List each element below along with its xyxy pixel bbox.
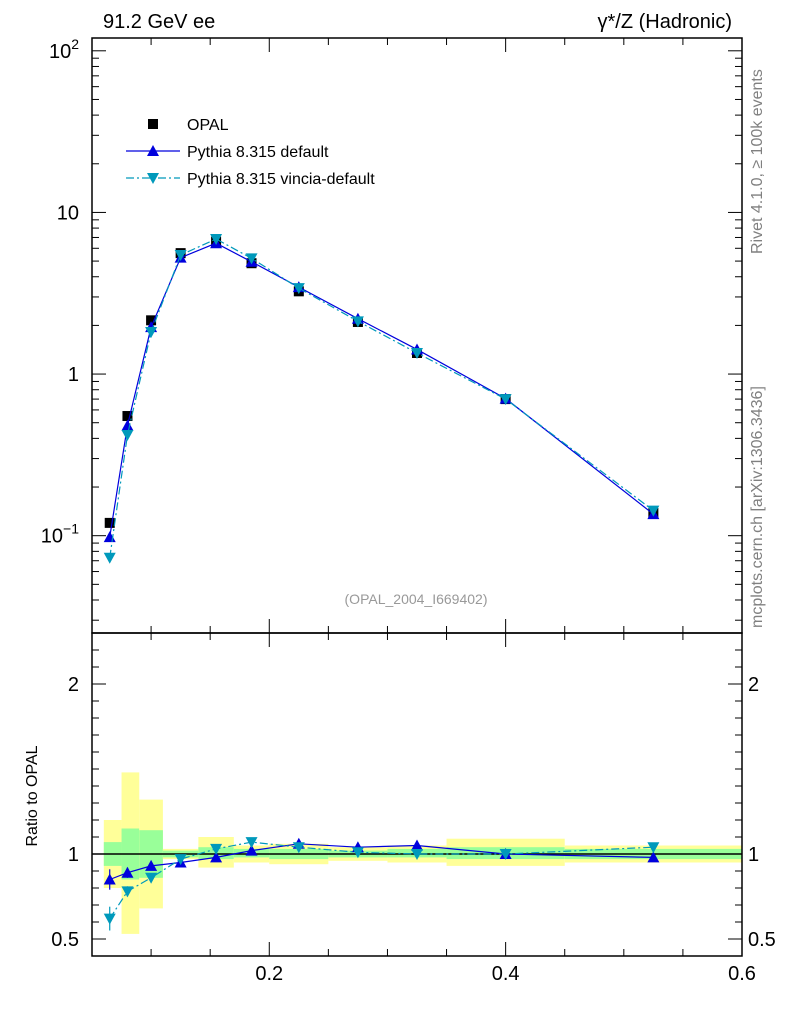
pythia-8-315-default-ratio-point (411, 839, 423, 851)
pythia-8-315-vincia-default-ratio-point (174, 854, 187, 866)
pythia-8-315-vincia-default-point (292, 283, 305, 295)
pythia-8-315-default-ratio-point (245, 844, 258, 856)
pythia-8-315-default-ratio-point (210, 851, 223, 863)
pythia-8-315-vincia-default-point (210, 233, 223, 245)
x-tick-label: 0.6 (728, 963, 756, 985)
legend-label: OPAL (187, 117, 229, 134)
main-y-tick-exponent: 2 (71, 36, 79, 52)
ratio-y-tick-label-right: 2 (748, 674, 759, 696)
main-y-tick-label: 10−1 (41, 521, 79, 548)
legend: OPAL Pythia 8.315 default Pythia 8.315 vin… (126, 117, 375, 188)
pythia-8-315-default-point (103, 531, 116, 543)
pythia-8-315-vincia-default-ratio-point (351, 847, 364, 859)
pythia-8-315-vincia-default-point (103, 552, 116, 564)
pythia-8-315-default-line (109, 242, 654, 538)
pythia-8-315-vincia-default-point (499, 394, 512, 406)
main-y-tick-base: 10 (49, 41, 71, 63)
x-tick-label: 0.2 (255, 963, 283, 985)
pythia-8-315-vincia-default-ratio-point (647, 842, 660, 854)
ratio-y-tick-label-right: 1 (748, 844, 759, 866)
legend-label: Pythia 8.315 vincia-default (187, 171, 375, 188)
pythia-8-315-default-ratio-point (647, 851, 660, 863)
pythia-8-315-vincia-default-ratio-point (121, 886, 134, 898)
main-y-tick-label: 102 (49, 36, 79, 63)
x-tick-label: 0.4 (492, 963, 520, 985)
ratio-plot-panel: 0.5 0.5 1 1 2 2 0.2 0.4 0.6 (51, 632, 776, 985)
pythia-8-315-vincia-default-point (411, 347, 423, 359)
main-y-tick-label: 10 (57, 202, 79, 224)
pythia-8-315-vincia-default-ratio-point (145, 872, 158, 884)
pythia-8-315-vincia-default-ratio-point (499, 849, 512, 860)
pythia-8-315-default-ratio-point (121, 866, 134, 878)
main-y-tick-base: 10 (41, 526, 63, 548)
ratio-y-axis-label: Ratio to OPAL (24, 745, 41, 846)
ratio-y-tick-label: 1 (68, 844, 79, 866)
left-title: 91.2 GeV ee (103, 11, 215, 33)
analysis-id-label: (OPAL_2004_I669402) (345, 591, 488, 607)
opal-point (146, 315, 157, 326)
ratio-y-tick-label-right: 0.5 (748, 929, 776, 951)
rivet-version-label: Rivet 4.1.0, ≥ 100k events (749, 69, 766, 254)
main-y-tick-base: 10 (57, 202, 79, 224)
pythia-8-315-default-point (121, 419, 134, 431)
ratio-plot-frame (91, 632, 743, 957)
legend-marker (147, 173, 159, 184)
pythia-8-315-vincia-default-point (121, 429, 134, 441)
pythia-8-315-vincia-default-ratio-point (411, 849, 423, 860)
pythia-8-315-vincia-default-ratio-point (245, 837, 258, 849)
pythia-8-315-vincia-default-ratio-point (210, 843, 223, 855)
pythia-8-315-vincia-default-ratio-point (292, 842, 305, 854)
pythia-8-315-vincia-default-line (109, 238, 654, 558)
pythia-8-315-vincia-default-point (245, 253, 258, 265)
pythia-8-315-vincia-default-point (145, 327, 158, 339)
ratio-y-tick-label: 2 (68, 674, 79, 696)
main-y-tick-base: 1 (68, 364, 79, 386)
right-title: γ*/Z (Hadronic) (598, 11, 732, 33)
legend-marker (147, 145, 159, 156)
legend-label: Pythia 8.315 default (187, 144, 329, 161)
pythia-8-315-vincia-default-point (174, 250, 187, 262)
opal-point (122, 411, 133, 422)
mcplots-label: mcplots.cern.ch [arXiv:1306.3436] (749, 386, 766, 628)
pythia-8-315-vincia-default-point (647, 505, 660, 517)
pythia-8-315-vincia-default-point (351, 316, 364, 328)
pythia-8-315-default-ratio-point (145, 859, 158, 871)
main-y-tick-label: 1 (68, 364, 79, 386)
opal-point (104, 517, 115, 528)
pythia-8-315-vincia-default-ratio-point (103, 913, 116, 925)
pythia-8-315-default-ratio-point (103, 873, 116, 885)
legend-marker (148, 119, 158, 129)
main-y-tick-exponent: −1 (63, 521, 79, 537)
ratio-y-tick-label: 0.5 (51, 929, 79, 951)
